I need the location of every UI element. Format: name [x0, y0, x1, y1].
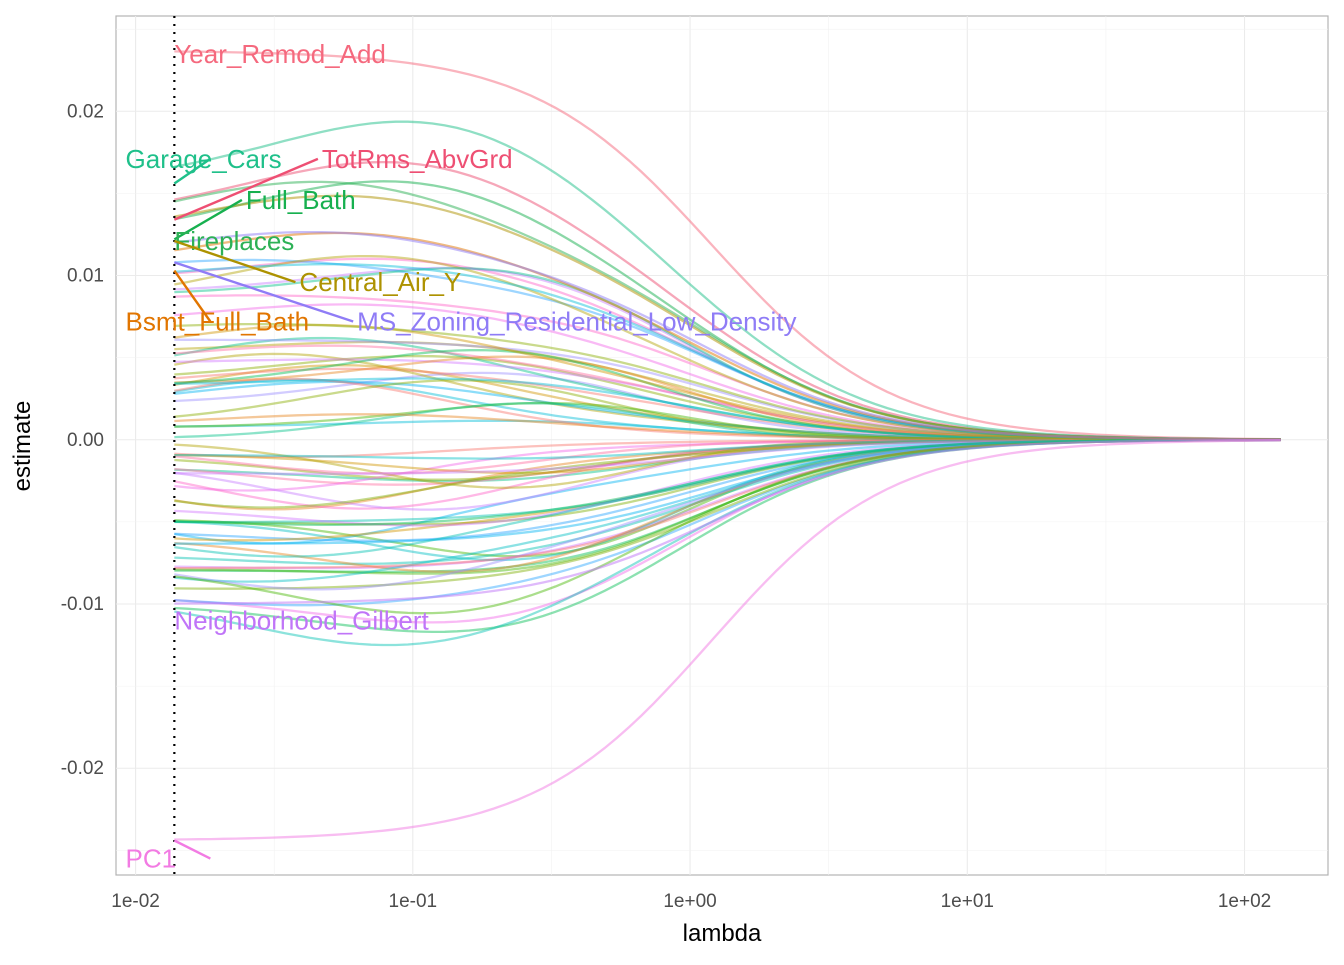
series-labels: Year_Remod_Add TotRms_AbvGrd Garage_Cars Fu…: [126, 39, 797, 874]
label-leader: [173, 157, 319, 221]
coefficient-path: [174, 336, 1281, 441]
x-axis-ticks: 1e-02 1e-01 1e+00 1e+01 1e+02: [111, 891, 1271, 912]
coefficient-path: [174, 379, 1281, 441]
series-label: Neighborhood_Gilbert: [174, 605, 429, 635]
coefficient-paths: [174, 50, 1281, 841]
coefficient-path-labeled: [174, 230, 1281, 441]
coefficient-path-labeled: [174, 438, 1281, 605]
coefficient-path: [174, 371, 1281, 441]
coefficient-path: [174, 438, 1281, 492]
label-leader: [173, 157, 212, 185]
x-tick-label: 1e-02: [111, 891, 160, 912]
x-tick-label: 1e+00: [663, 891, 716, 912]
coefficient-path: [174, 438, 1281, 510]
y-tick-label: 0.01: [67, 266, 104, 287]
x-tick-label: 1e-01: [389, 891, 438, 912]
coefficient-path: [174, 413, 1281, 441]
y-tick-label: 0.02: [67, 101, 104, 122]
label-leader: [173, 261, 354, 323]
coefficient-path: [174, 344, 1281, 441]
series-label: MS_Zoning_Residential_Low_Density: [357, 306, 796, 336]
coefficient-path-labeled: [174, 50, 1281, 441]
coefficient-path: [174, 438, 1281, 460]
series-label: Fireplaces: [174, 226, 294, 256]
coefficient-path: [174, 355, 1281, 441]
coefficient-path: [174, 352, 1281, 441]
coefficient-path: [174, 438, 1281, 483]
series-label: Garage_Cars: [126, 144, 282, 174]
label-leader: [173, 239, 296, 284]
label-leader: [173, 839, 211, 860]
label-leader: [173, 198, 243, 241]
y-tick-label: 0.00: [67, 430, 104, 451]
coefficient-path: [174, 354, 1281, 441]
y-axis-ticks: 0.02 0.01 0.00 -0.01 -0.02: [61, 101, 104, 779]
series-label: Full_Bath: [246, 185, 356, 215]
series-label: PC1: [126, 844, 177, 874]
x-tick-label: 1e+01: [941, 891, 994, 912]
coefficient-path: [174, 438, 1281, 509]
coefficient-path: [174, 419, 1281, 441]
coefficient-path: [174, 401, 1281, 441]
coefficient-path: [174, 348, 1281, 441]
y-tick-label: -0.01: [61, 594, 104, 615]
y-axis-title: estimate: [9, 401, 36, 492]
coefficient-path: [174, 323, 1281, 441]
coefficient-path-labeled: [174, 439, 1281, 841]
series-label: Central_Air_Y: [299, 267, 461, 297]
coefficient-path: [174, 402, 1281, 441]
coefficient-path: [174, 364, 1281, 441]
coefficient-path: [174, 438, 1281, 511]
coefficient-path: [174, 438, 1281, 527]
coefficient-path: [174, 438, 1281, 486]
coefficient-path: [174, 377, 1281, 441]
y-tick-label: -0.02: [61, 758, 104, 779]
x-tick-label: 1e+02: [1218, 891, 1271, 912]
coefficient-path: [174, 438, 1281, 489]
coefficient-path: [174, 438, 1281, 459]
label-leader: [173, 269, 212, 323]
coefficient-path: [174, 438, 1281, 511]
coefficient-path: [174, 438, 1281, 545]
coefficient-path: [174, 378, 1281, 441]
coefficient-path: [174, 438, 1281, 475]
series-label: Year_Remod_Add: [174, 39, 386, 69]
coefficient-path: [174, 380, 1281, 441]
coefficient-path: [174, 438, 1281, 475]
coefficient-path: [174, 377, 1281, 441]
series-label: Bsmt_Full_Bath: [126, 306, 310, 336]
coefficient-path: [174, 358, 1281, 441]
coefficient-path: [174, 438, 1281, 481]
panel-background: [115, 15, 1329, 876]
coefficient-path: [174, 367, 1281, 441]
x-axis-title: lambda: [683, 920, 762, 947]
coefficient-path: [174, 438, 1281, 475]
series-label: TotRms_AbvGrd: [322, 144, 513, 174]
